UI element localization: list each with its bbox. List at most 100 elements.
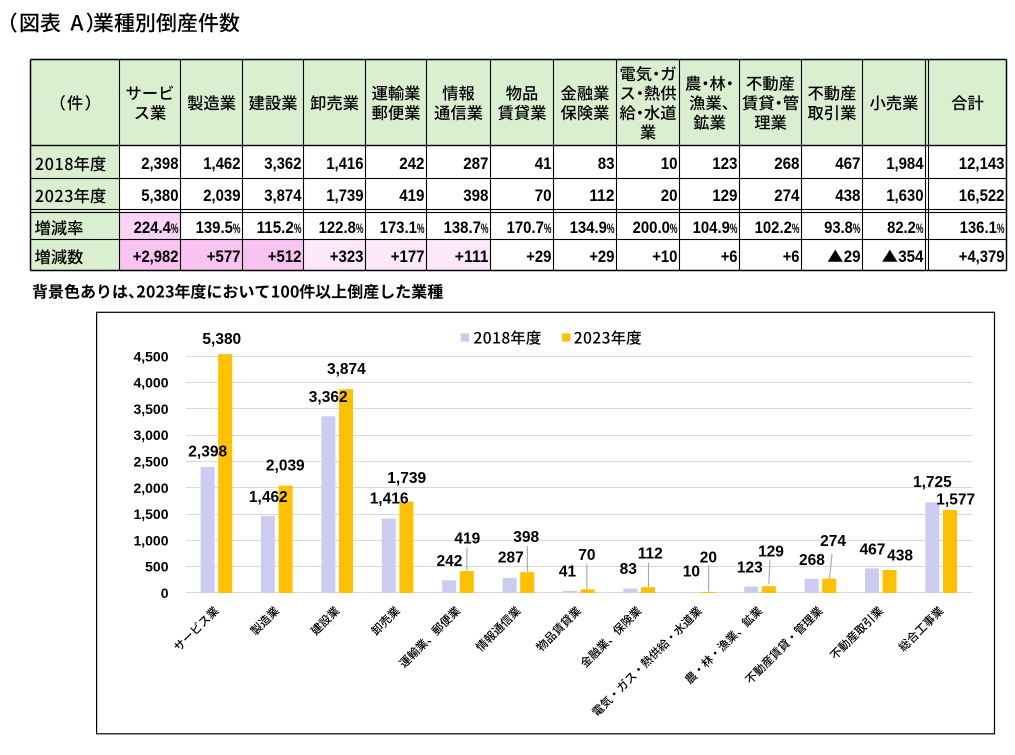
svg-text:1,739: 1,739	[326, 187, 363, 205]
svg-text:83: 83	[598, 155, 615, 173]
svg-text:1,630: 1,630	[886, 187, 923, 205]
svg-text:268: 268	[774, 155, 799, 173]
svg-text:2,398: 2,398	[188, 444, 227, 461]
svg-text:1,462: 1,462	[249, 489, 288, 506]
svg-text:+111: +111	[455, 248, 489, 266]
svg-text:+177: +177	[391, 248, 425, 266]
svg-text:1,577: 1,577	[936, 492, 975, 509]
svg-text:2,000: 2,000	[133, 480, 168, 496]
svg-text:112: 112	[589, 187, 614, 205]
svg-text:1,462: 1,462	[203, 155, 240, 173]
svg-text:3,362: 3,362	[264, 155, 301, 173]
svg-text:%: %	[916, 221, 924, 237]
svg-text:224.4: 224.4	[134, 219, 171, 237]
svg-text:136.1: 136.1	[960, 219, 997, 237]
svg-text:70: 70	[535, 187, 552, 205]
svg-text:82.2: 82.2	[887, 219, 916, 237]
svg-text:173.1: 173.1	[380, 219, 417, 237]
svg-text:1,500: 1,500	[133, 506, 168, 522]
svg-text:3,874: 3,874	[264, 187, 301, 205]
svg-text:%: %	[356, 221, 364, 237]
svg-text:%: %	[670, 221, 678, 237]
svg-text:70: 70	[578, 547, 595, 564]
svg-text:+512: +512	[268, 248, 302, 266]
svg-text:%: %	[294, 221, 302, 237]
svg-text:0: 0	[161, 585, 169, 601]
svg-text:5,380: 5,380	[202, 331, 241, 348]
svg-text:3,362: 3,362	[309, 389, 348, 406]
svg-text:%: %	[233, 221, 241, 237]
svg-text:287: 287	[498, 550, 524, 567]
svg-text:3,874: 3,874	[327, 361, 366, 378]
svg-text:467: 467	[835, 155, 860, 173]
svg-text:41: 41	[559, 564, 577, 581]
svg-text:93.8: 93.8	[824, 219, 853, 237]
svg-text:138.7: 138.7	[444, 219, 481, 237]
svg-text:+29: +29	[589, 248, 614, 266]
svg-text:102.2: 102.2	[755, 219, 792, 237]
svg-text:242: 242	[399, 155, 424, 173]
svg-text:287: 287	[463, 155, 488, 173]
svg-text:41: 41	[535, 155, 552, 173]
svg-text:1,725: 1,725	[913, 474, 952, 491]
svg-text:%: %	[730, 221, 738, 237]
svg-text:112: 112	[638, 546, 663, 563]
svg-text:%: %	[171, 221, 179, 237]
svg-text:129: 129	[712, 187, 737, 205]
svg-text:274: 274	[820, 533, 846, 550]
svg-text:139.5: 139.5	[196, 219, 233, 237]
svg-text:398: 398	[513, 529, 539, 546]
svg-text:+577: +577	[207, 248, 241, 266]
svg-text:2,398: 2,398	[141, 155, 178, 173]
svg-text:+10: +10	[652, 248, 677, 266]
svg-text:1,739: 1,739	[387, 470, 426, 487]
svg-text:%: %	[792, 221, 800, 237]
svg-text:419: 419	[454, 530, 480, 547]
svg-text:10: 10	[683, 564, 700, 581]
svg-text:268: 268	[799, 552, 825, 569]
svg-text:83: 83	[620, 561, 638, 578]
svg-text:16,522: 16,522	[959, 187, 1005, 205]
svg-text:5,380: 5,380	[141, 187, 178, 205]
svg-text:+6: +6	[721, 248, 738, 266]
svg-text:122.8: 122.8	[319, 219, 356, 237]
svg-text:500: 500	[145, 559, 169, 575]
svg-text:10: 10	[661, 155, 678, 173]
svg-text:438: 438	[835, 187, 860, 205]
svg-text:2,039: 2,039	[266, 458, 305, 475]
svg-text:4,500: 4,500	[133, 348, 168, 364]
svg-text:%: %	[544, 221, 552, 237]
svg-text:200.0: 200.0	[633, 219, 670, 237]
svg-text:1,416: 1,416	[370, 490, 409, 507]
svg-text:2,039: 2,039	[203, 187, 240, 205]
svg-text:274: 274	[774, 187, 799, 205]
svg-text:1,000: 1,000	[133, 532, 168, 548]
svg-text:+29: +29	[526, 248, 551, 266]
svg-text:%: %	[417, 221, 425, 237]
svg-text:467: 467	[860, 541, 886, 558]
svg-text:129: 129	[758, 543, 784, 560]
svg-text:+2,982: +2,982	[133, 248, 179, 266]
svg-text:29: 29	[844, 248, 861, 266]
svg-text:170.7: 170.7	[507, 219, 544, 237]
svg-text:354: 354	[898, 248, 923, 266]
svg-text:419: 419	[399, 187, 424, 205]
svg-text:242: 242	[436, 553, 462, 570]
svg-text:%: %	[481, 221, 489, 237]
svg-text:438: 438	[887, 548, 913, 565]
svg-text:115.2: 115.2	[257, 219, 294, 237]
svg-text:+4,379: +4,379	[959, 248, 1005, 266]
svg-text:123: 123	[712, 155, 737, 173]
svg-text:2,500: 2,500	[133, 454, 168, 470]
svg-text:3,500: 3,500	[133, 401, 168, 417]
svg-text:+6: +6	[783, 248, 800, 266]
svg-text:%: %	[853, 221, 861, 237]
svg-text:4,000: 4,000	[133, 375, 168, 391]
svg-text:398: 398	[463, 187, 488, 205]
svg-text:%: %	[607, 221, 615, 237]
svg-text:134.9: 134.9	[570, 219, 607, 237]
svg-text:3,000: 3,000	[133, 427, 168, 443]
svg-text:1,984: 1,984	[886, 155, 923, 173]
svg-text:123: 123	[737, 559, 763, 576]
svg-text:+323: +323	[330, 248, 364, 266]
